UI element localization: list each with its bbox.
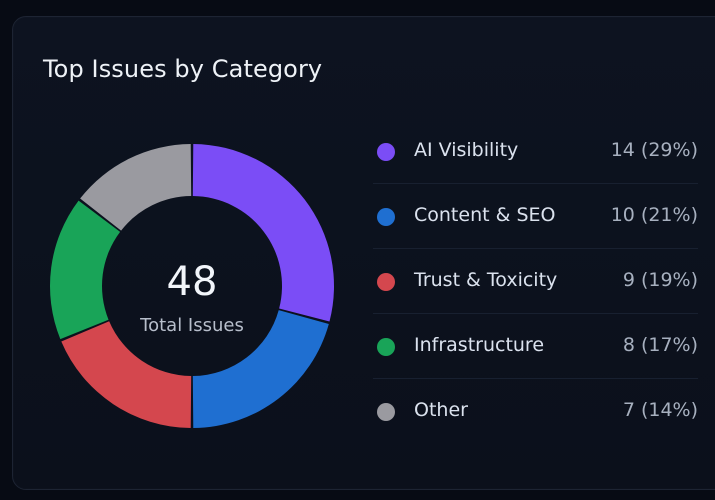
legend-label: Infrastructure (414, 334, 545, 356)
legend-item-trust-toxicity[interactable]: Trust & Toxicity 9 (19%) (373, 249, 698, 314)
donut-slices (50, 144, 335, 428)
total-issues-value: 48 (167, 259, 218, 305)
legend-color-dot (377, 273, 395, 291)
legend-value: 7 (14%) (622, 399, 698, 421)
legend-value: 14 (29%) (610, 139, 698, 161)
legend-color-dot (377, 208, 395, 226)
legend-color-dot (377, 143, 395, 161)
total-issues-label: Total Issues (139, 315, 244, 336)
donut-slice-content-seo[interactable] (192, 310, 329, 428)
donut-slice-ai-visibility[interactable] (192, 144, 335, 322)
legend-label: Trust & Toxicity (414, 269, 558, 291)
donut-chart: 48 Total Issues (47, 141, 337, 431)
legend-value: 10 (21%) (610, 204, 698, 226)
legend-item-other[interactable]: Other 7 (14%) (373, 379, 698, 443)
legend-value: 8 (17%) (622, 334, 698, 356)
legend-value: 9 (19%) (622, 269, 698, 291)
legend-item-infrastructure[interactable]: Infrastructure 8 (17%) (373, 314, 698, 379)
legend-label: Other (414, 399, 468, 421)
chart-title: Top Issues by Category (43, 55, 323, 83)
chart-legend: AI Visibility 14 (29%) Content & SEO 10 (21… (373, 119, 698, 443)
legend-item-ai-visibility[interactable]: AI Visibility 14 (29%) (373, 119, 698, 184)
legend-label: AI Visibility (414, 139, 519, 161)
legend-color-dot (377, 338, 395, 356)
donut-slice-other[interactable] (80, 144, 192, 231)
donut-chart-svg: 48 Total Issues (50, 144, 335, 428)
issues-card: Top Issues by Category 48 Total Issues A… (12, 16, 715, 490)
legend-color-dot (377, 403, 395, 421)
legend-item-content-seo[interactable]: Content & SEO 10 (21%) (373, 184, 698, 249)
legend-label: Content & SEO (414, 204, 556, 226)
donut-slice-trust-toxicity[interactable] (61, 321, 192, 428)
donut-slice-infrastructure[interactable] (50, 200, 121, 340)
